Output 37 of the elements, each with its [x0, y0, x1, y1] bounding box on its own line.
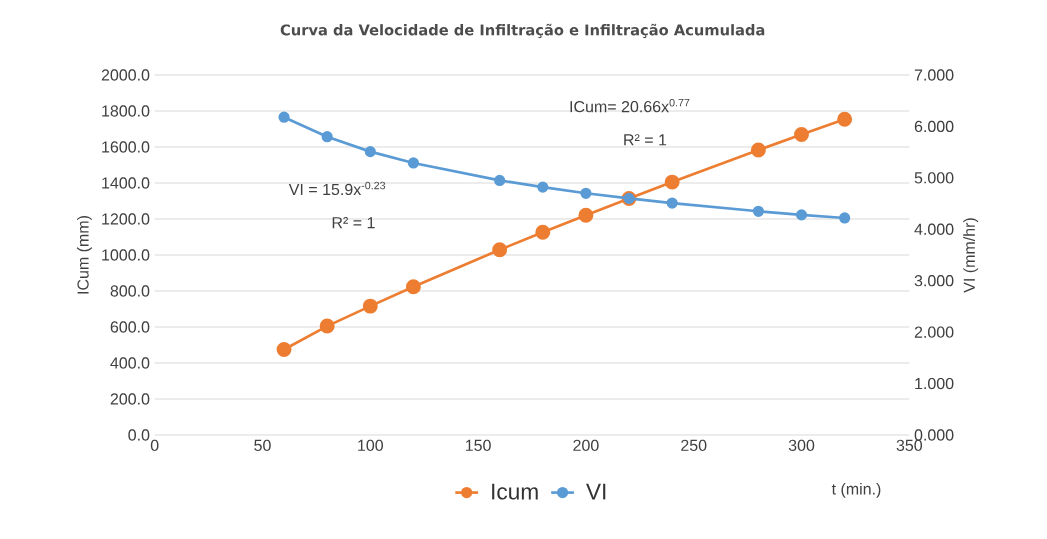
y-tick-label: 1800.0 — [102, 105, 150, 117]
x-tick-label: 150 — [465, 439, 491, 452]
x-tick-label: 250 — [681, 439, 707, 452]
y2-tick-label: 3.000 — [914, 275, 954, 287]
y-tick-label: 2000.0 — [101, 69, 150, 81]
y-tick-label: 600.0 — [110, 321, 150, 333]
y-tick-label: 0.0 — [128, 429, 150, 441]
y-tick-label: 1200.0 — [102, 213, 150, 225]
y2-tick-label: 2.000 — [914, 326, 954, 338]
x-tick-label: 350 — [896, 439, 923, 452]
y-tick-label: 800.0 — [110, 285, 150, 297]
x-tick-label: 200 — [573, 439, 599, 452]
y-tick-label: 200.0 — [110, 393, 150, 405]
annotation: VI = 15.9x$^{-0.23}$ — [288, 181, 386, 196]
y2-axis-title: VI (mm/hr) — [963, 218, 979, 293]
y-tick-label: 400.0 — [110, 357, 150, 369]
y2-tick-label: 6.000 — [914, 120, 954, 133]
legend-label: VI — [586, 483, 606, 500]
x-axis-title: t (min.) — [831, 482, 881, 498]
y2-tick-label: 5.000 — [914, 172, 954, 184]
annotation: ICum= 20.66x$^{0.77}$ — [570, 98, 690, 113]
annotation: R² = 1 — [624, 134, 667, 146]
legend-label: Icum — [492, 483, 538, 500]
chart-title: Curva da Velocidade de Infiltração e Infiltração Acumulada — [280, 23, 765, 39]
y-axis-title: ICum (mm) — [76, 216, 92, 294]
y-tick-label: 1000.0 — [102, 249, 150, 261]
x-tick-label: 0 — [150, 439, 159, 452]
annotation: R² = 1 — [332, 217, 375, 229]
x-tick-label: 300 — [788, 439, 815, 452]
x-tick-label: 100 — [358, 439, 384, 452]
y2-tick-label: 4.000 — [914, 223, 954, 235]
y2-tick-label: 1.000 — [915, 377, 954, 390]
y-tick-label: 1600.0 — [102, 141, 150, 153]
x-tick-label: 50 — [254, 439, 271, 452]
y2-tick-label: 7.000 — [914, 69, 954, 81]
y-tick-label: 1400.0 — [102, 177, 150, 189]
y2-tick-label: 0.000 — [914, 429, 954, 441]
